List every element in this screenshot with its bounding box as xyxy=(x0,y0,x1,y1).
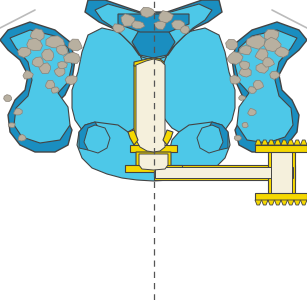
Polygon shape xyxy=(239,61,250,70)
Polygon shape xyxy=(10,30,72,143)
Polygon shape xyxy=(294,200,301,205)
Polygon shape xyxy=(8,123,15,127)
Polygon shape xyxy=(132,15,175,58)
Polygon shape xyxy=(264,29,279,40)
Polygon shape xyxy=(294,140,301,145)
Polygon shape xyxy=(159,11,173,23)
Polygon shape xyxy=(268,140,274,145)
Polygon shape xyxy=(256,63,269,73)
Polygon shape xyxy=(248,87,256,93)
Polygon shape xyxy=(130,145,177,152)
Polygon shape xyxy=(242,122,248,128)
Polygon shape xyxy=(255,140,262,145)
Polygon shape xyxy=(232,22,307,152)
Polygon shape xyxy=(134,62,143,152)
Polygon shape xyxy=(246,35,265,49)
Polygon shape xyxy=(248,108,256,116)
Polygon shape xyxy=(255,193,307,200)
Polygon shape xyxy=(155,167,293,178)
Polygon shape xyxy=(230,75,241,84)
Polygon shape xyxy=(77,122,230,181)
Polygon shape xyxy=(136,59,165,152)
Polygon shape xyxy=(262,140,268,145)
Polygon shape xyxy=(301,140,307,145)
Polygon shape xyxy=(281,140,287,145)
Polygon shape xyxy=(32,57,43,67)
Polygon shape xyxy=(163,130,173,145)
Polygon shape xyxy=(18,134,26,141)
Polygon shape xyxy=(239,46,251,55)
Polygon shape xyxy=(255,200,262,205)
Polygon shape xyxy=(139,154,168,170)
Polygon shape xyxy=(0,22,75,152)
Polygon shape xyxy=(172,20,185,30)
Polygon shape xyxy=(84,125,110,153)
Polygon shape xyxy=(270,71,280,80)
Polygon shape xyxy=(64,52,80,64)
Polygon shape xyxy=(54,66,65,76)
Polygon shape xyxy=(134,58,164,66)
Polygon shape xyxy=(125,165,182,172)
Polygon shape xyxy=(226,39,237,50)
Polygon shape xyxy=(23,70,33,79)
Polygon shape xyxy=(274,200,281,205)
Polygon shape xyxy=(255,49,268,61)
Polygon shape xyxy=(51,87,59,93)
Polygon shape xyxy=(157,62,164,152)
Polygon shape xyxy=(27,38,42,51)
Polygon shape xyxy=(239,67,251,77)
Polygon shape xyxy=(287,140,294,145)
Polygon shape xyxy=(39,63,50,74)
Polygon shape xyxy=(30,28,44,41)
Polygon shape xyxy=(234,135,241,141)
Polygon shape xyxy=(136,152,171,172)
Polygon shape xyxy=(275,47,289,57)
Polygon shape xyxy=(68,39,82,51)
Polygon shape xyxy=(4,95,11,101)
Polygon shape xyxy=(281,200,287,205)
Polygon shape xyxy=(58,61,67,68)
Polygon shape xyxy=(268,148,295,198)
Polygon shape xyxy=(301,200,307,205)
Polygon shape xyxy=(239,96,245,100)
Polygon shape xyxy=(118,14,189,32)
Polygon shape xyxy=(45,80,55,89)
Polygon shape xyxy=(132,21,145,29)
Polygon shape xyxy=(140,55,167,75)
Polygon shape xyxy=(128,130,138,145)
Polygon shape xyxy=(255,145,307,152)
Polygon shape xyxy=(95,4,212,60)
Polygon shape xyxy=(235,30,297,143)
Polygon shape xyxy=(154,21,166,29)
Polygon shape xyxy=(17,47,31,58)
Polygon shape xyxy=(207,122,228,150)
Polygon shape xyxy=(197,125,223,153)
Polygon shape xyxy=(85,0,222,60)
Polygon shape xyxy=(287,200,294,205)
Polygon shape xyxy=(113,24,125,32)
Polygon shape xyxy=(46,36,65,48)
Polygon shape xyxy=(227,52,243,64)
Polygon shape xyxy=(72,28,148,137)
Polygon shape xyxy=(263,58,274,67)
Polygon shape xyxy=(180,26,189,34)
Polygon shape xyxy=(274,140,281,145)
Polygon shape xyxy=(141,7,155,18)
Polygon shape xyxy=(14,109,22,115)
Polygon shape xyxy=(154,165,295,180)
Polygon shape xyxy=(121,14,135,26)
Polygon shape xyxy=(262,200,268,205)
Polygon shape xyxy=(56,45,68,55)
Polygon shape xyxy=(271,150,292,196)
Polygon shape xyxy=(65,76,77,85)
Polygon shape xyxy=(264,37,281,52)
Polygon shape xyxy=(79,122,100,150)
Polygon shape xyxy=(42,49,54,61)
Polygon shape xyxy=(159,28,235,137)
Polygon shape xyxy=(253,80,263,89)
Polygon shape xyxy=(268,200,274,205)
